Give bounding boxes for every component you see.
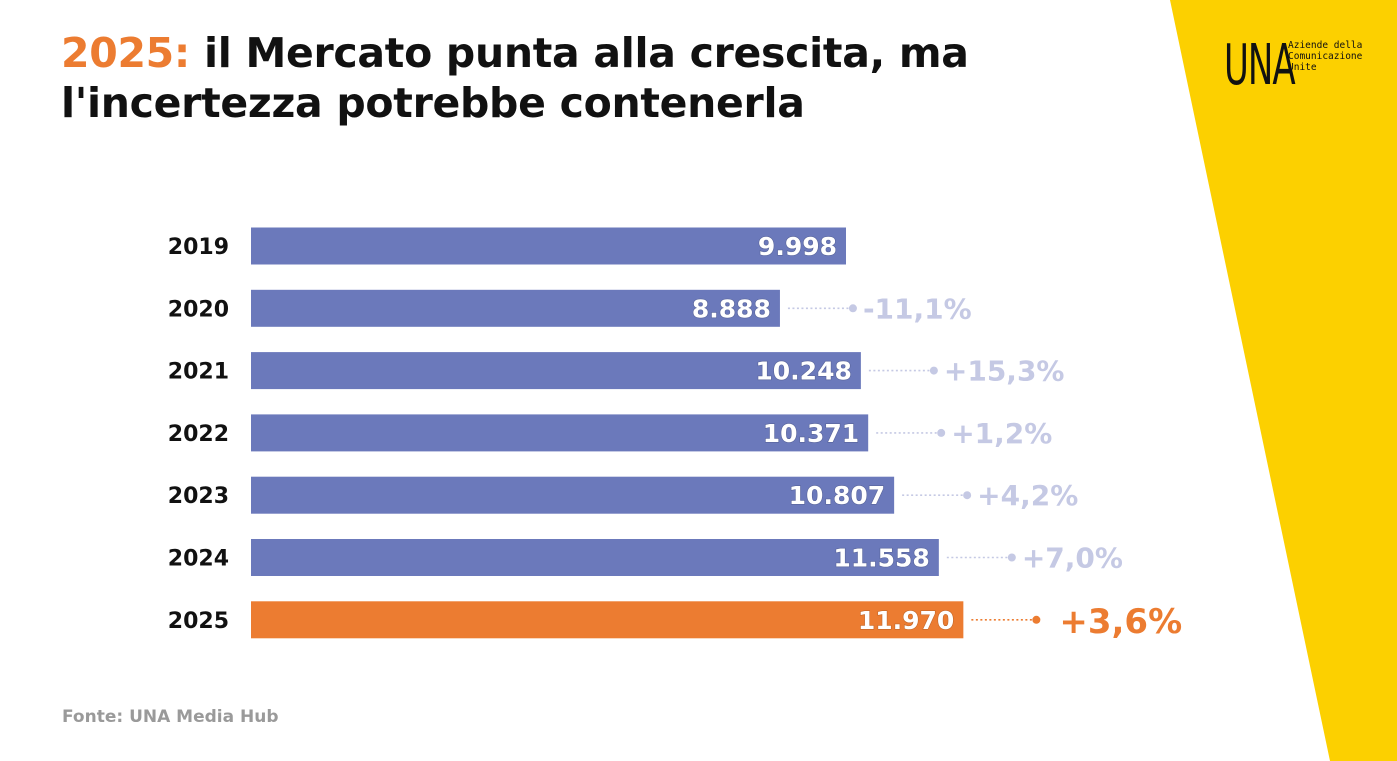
title-text: il Mercato punta alla crescita, ma l'inc… [61, 29, 969, 127]
change-label: +4,2% [977, 479, 1078, 512]
change-leader-dot [1032, 615, 1041, 624]
bar [251, 539, 939, 576]
category-label: 2019 [168, 235, 229, 260]
page-title: 2025: il Mercato punta alla crescita, ma … [61, 28, 1171, 128]
bar [251, 414, 869, 452]
change-label: +3,6% [1059, 602, 1182, 642]
change-leader-dot [929, 366, 938, 375]
una-tagline-line-2: Comunicazione [1288, 51, 1363, 62]
title-highlight-year: 2025: [61, 29, 191, 77]
bar-value-label: 10.371 [763, 419, 859, 448]
bar [251, 227, 846, 265]
bar [251, 352, 861, 390]
change-leader-dot [937, 428, 946, 437]
category-label: 2020 [168, 297, 229, 322]
change-label: -11,1% [863, 292, 972, 325]
change-label: +1,2% [951, 417, 1052, 450]
category-label: 2024 [168, 547, 229, 572]
bar-value-label: 9.998 [758, 232, 837, 261]
yellow-band-shape [1170, 0, 1397, 761]
una-logo: UNA Aziende della Comunicazione Unite [1224, 38, 1384, 102]
category-label: 2022 [168, 422, 229, 447]
bar [251, 289, 780, 327]
change-leader-dot [848, 304, 857, 313]
bar-value-label: 11.558 [833, 544, 929, 573]
bar-value-label: 8.888 [692, 294, 771, 323]
bar-value-label: 11.970 [858, 606, 954, 635]
una-tagline-line-1: Aziende della [1288, 40, 1363, 51]
bar [251, 601, 964, 639]
bar-value-label: 10.807 [789, 481, 885, 510]
category-label: 2021 [168, 360, 229, 385]
bar-value-label: 10.248 [755, 357, 851, 386]
change-label: +15,3% [944, 355, 1065, 388]
una-logo-mark: UNA [1224, 33, 1296, 100]
category-label: 2023 [168, 484, 229, 509]
change-leader-dot [1007, 553, 1016, 562]
change-leader-dot [963, 491, 972, 500]
source-note: Fonte: UNA Media Hub [62, 707, 279, 727]
una-tagline-line-3: Unite [1288, 62, 1317, 73]
category-label: 2025 [168, 609, 229, 634]
change-label: +7,0% [1022, 542, 1123, 575]
bar [251, 476, 895, 514]
una-logo-tagline: Aziende della Comunicazione Unite [1288, 40, 1388, 73]
